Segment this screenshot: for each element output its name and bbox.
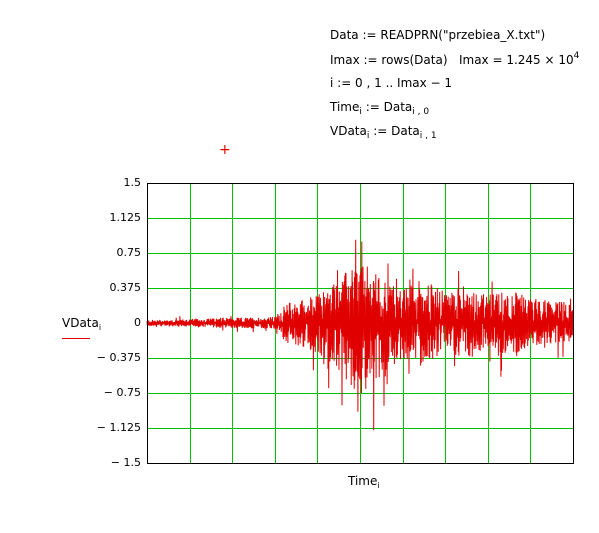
time-rhs-sub: i , 0 (412, 107, 430, 117)
cursor-symbol: + (219, 142, 231, 158)
plot-frame (147, 183, 574, 464)
x-axis-label: Timei (348, 474, 380, 490)
y-tick-label: 0.75 (116, 246, 142, 259)
vdata-rhs: := Data (369, 124, 420, 138)
range-text: i := 0 , 1 .. Imax − 1 (330, 76, 453, 90)
y-axis-label-sub: i (98, 323, 102, 332)
vdata-rhs-sub: i , 1 (419, 131, 437, 141)
range-expression[interactable]: i := 0 , 1 .. Imax − 1 (330, 76, 452, 90)
time-lhs: Time (330, 100, 360, 114)
vdata-lhs: VData (330, 124, 367, 138)
readprn-text: Data := READPRN("przebiea_X.txt") (330, 28, 546, 42)
y-tick-label: 1.125 (109, 211, 142, 224)
y-tick-label: 1.5 (123, 176, 142, 189)
x-axis-label-sub: i (377, 481, 380, 490)
crosshair-cursor-icon: + (219, 143, 231, 157)
time-expression[interactable]: Timei := Datai , 0 (330, 100, 430, 117)
y-tick-label: 0.375 (109, 281, 142, 294)
vdata-lhs-sub: i (366, 131, 370, 141)
legend-trace-line (62, 338, 90, 339)
y-tick-label: − 1.125 (96, 421, 141, 434)
imax-definition: Imax := rows(Data) (330, 53, 448, 67)
y-axis-label-text: VData (62, 316, 99, 330)
y-tick-label: − 1.5 (110, 456, 141, 469)
y-tick-label: − 0.75 (103, 386, 141, 399)
vdata-expression[interactable]: VDatai := Datai , 1 (330, 124, 437, 141)
readprn-expression[interactable]: Data := READPRN("przebiea_X.txt") (330, 28, 545, 42)
vdata-trace-line (146, 239, 574, 431)
imax-expression[interactable]: Imax := rows(Data) Imax = 1.245 × 104 (330, 51, 580, 68)
x-axis-label-text: Time (348, 474, 378, 488)
y-axis-label: VDatai (62, 316, 102, 332)
y-tick-label: 0 (134, 316, 141, 329)
time-lhs-sub: i (359, 107, 362, 117)
y-tick-label: − 0.375 (96, 351, 141, 364)
imax-exponent: 4 (573, 51, 580, 61)
imax-result: Imax = 1.245 × 10 (458, 53, 574, 67)
time-rhs: := Data (361, 100, 413, 114)
